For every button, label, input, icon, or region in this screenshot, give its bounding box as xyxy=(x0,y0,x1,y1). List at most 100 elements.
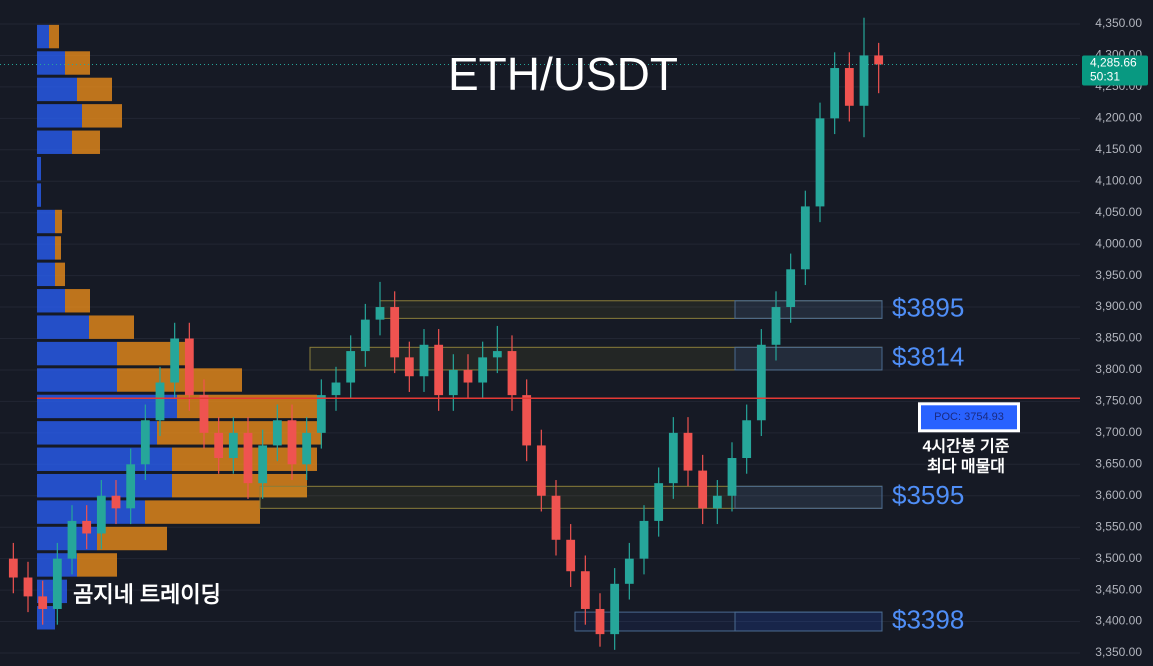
profile-buy xyxy=(37,236,55,260)
profile-buy xyxy=(37,447,172,471)
candle-body xyxy=(668,432,678,484)
profile-sell xyxy=(82,104,122,128)
candle-body xyxy=(82,520,92,534)
candle-body xyxy=(375,307,385,320)
profile-sell xyxy=(117,368,242,392)
y-tick-label: 4,000.00 xyxy=(1095,236,1142,250)
candle-body xyxy=(874,55,884,65)
candle-body xyxy=(756,344,766,421)
candle-body xyxy=(23,577,33,597)
candle-body xyxy=(140,420,150,465)
profile-sell xyxy=(77,553,117,577)
candle-body xyxy=(580,571,590,609)
candle-body xyxy=(830,68,840,119)
zone-label: $3814 xyxy=(892,342,964,372)
candle-body xyxy=(67,520,77,559)
candles xyxy=(8,17,884,650)
candle-body xyxy=(419,344,429,377)
profile-sell xyxy=(55,209,62,234)
candle-body xyxy=(243,432,253,484)
profile-buy xyxy=(37,51,65,75)
profile-buy xyxy=(37,289,65,313)
candle-body xyxy=(287,420,297,465)
candle-body xyxy=(360,319,370,352)
profile-sell xyxy=(97,526,167,551)
candle-body xyxy=(228,432,238,459)
y-tick-label: 4,200.00 xyxy=(1095,111,1142,125)
profile-buy xyxy=(37,315,89,339)
candle-body xyxy=(624,558,634,584)
profile-sell xyxy=(65,51,90,75)
candle-body xyxy=(404,357,414,377)
candle-body xyxy=(316,395,326,433)
candle-body xyxy=(199,395,209,433)
profile-sell xyxy=(89,315,134,339)
zone-right xyxy=(734,611,883,632)
candle-body xyxy=(536,445,546,496)
zone-label: $3398 xyxy=(892,604,964,634)
candle-body xyxy=(111,495,121,509)
profile-sell xyxy=(172,473,307,498)
candle-body xyxy=(390,307,400,358)
candle-body xyxy=(8,558,18,578)
profile-sell xyxy=(117,341,192,366)
profile-buy xyxy=(37,526,97,551)
candle-body xyxy=(302,432,312,465)
poc-note: 4시간봉 기준 xyxy=(923,438,1010,456)
y-tick-label: 3,450.00 xyxy=(1095,582,1142,596)
candle-body xyxy=(742,420,752,459)
y-tick-label: 3,600.00 xyxy=(1095,488,1142,502)
candle-body xyxy=(258,445,268,484)
candle-body xyxy=(170,338,180,383)
y-tick-label: 3,400.00 xyxy=(1095,614,1142,628)
candle-body xyxy=(639,520,649,559)
profile-sell xyxy=(49,24,59,49)
poc-box-inner xyxy=(921,405,1017,430)
candle-body xyxy=(771,307,781,345)
candle-body xyxy=(610,583,620,635)
candle-body xyxy=(786,269,796,308)
y-tick-label: 4,350.00 xyxy=(1095,16,1142,30)
y-tick-label: 3,550.00 xyxy=(1095,519,1142,533)
candle-body xyxy=(126,464,136,509)
watermark: 곰지네 트레이딩 xyxy=(73,582,221,607)
profile-buy xyxy=(37,130,72,154)
countdown: 50:31 xyxy=(1090,70,1120,84)
profile-sell xyxy=(157,421,322,445)
profile-buy xyxy=(37,209,55,234)
candle-body xyxy=(522,395,532,446)
profile-buy xyxy=(37,24,49,49)
profile-sell xyxy=(177,394,317,419)
candle-body xyxy=(38,596,48,609)
y-tick-label: 3,900.00 xyxy=(1095,299,1142,313)
y-tick-label: 4,050.00 xyxy=(1095,205,1142,219)
candle-body xyxy=(272,420,282,446)
candle-body xyxy=(815,118,825,207)
candle-body xyxy=(52,558,62,609)
profile-sell xyxy=(77,77,112,102)
candle-body xyxy=(683,432,693,471)
profile-sell xyxy=(72,130,100,154)
candle-body xyxy=(800,206,810,270)
candle-body xyxy=(492,351,502,358)
poc-note: 최다 매물대 xyxy=(927,457,1005,476)
last-price-box xyxy=(1082,55,1148,86)
zone-right xyxy=(734,300,883,319)
chart-title: ETH/USDT xyxy=(448,48,678,100)
candle-body xyxy=(434,344,444,396)
zone-label: $3895 xyxy=(892,292,964,322)
y-tick-label: 4,150.00 xyxy=(1095,142,1142,156)
candle-body xyxy=(712,495,722,509)
profile-sell xyxy=(55,262,65,287)
candle-body xyxy=(214,432,224,459)
y-tick-label: 3,650.00 xyxy=(1095,456,1142,470)
y-tick-label: 3,700.00 xyxy=(1095,425,1142,439)
candle-body xyxy=(859,55,869,106)
last-price-label: 4,285.66 xyxy=(1090,56,1137,70)
zone-label: $3595 xyxy=(892,480,964,510)
candle-body xyxy=(96,495,106,534)
candle-body xyxy=(448,369,458,396)
y-tick-label: 4,100.00 xyxy=(1095,173,1142,187)
